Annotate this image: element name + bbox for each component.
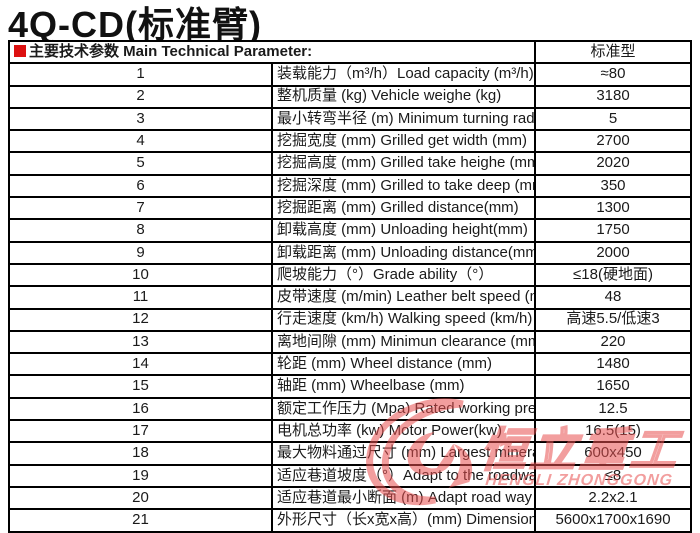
row-parameter: 卸载距离 (mm) Unloading distance(mm) [271, 240, 536, 265]
row-value: 3180 [534, 84, 692, 109]
table-row: 14 轮距 (mm) Wheel distance (mm) 1480 [8, 352, 692, 377]
row-value: 48 [534, 285, 692, 310]
table-header-row: 主要技术参数 Main Technical Parameter: 标准型 [8, 39, 692, 65]
red-square-bullet-icon [14, 44, 26, 57]
page-title: 4Q-CD(标准臂) [8, 4, 262, 45]
row-value: 1750 [534, 218, 692, 243]
row-parameter: 挖掘宽度 (mm) Grilled get width (mm) [271, 129, 536, 154]
table-row: 17 电机总功率 (kw) Motor Power(kw) 16.5(15) [8, 419, 692, 444]
row-number: 20 [8, 485, 273, 511]
row-number: 17 [8, 419, 273, 444]
row-parameter: 挖掘高度 (mm) Grilled take heighe (mm) [271, 151, 536, 176]
row-parameter: 卸载高度 (mm) Unloading height(mm) [271, 218, 536, 243]
row-value: 2000 [534, 240, 692, 265]
row-parameter: 最小转弯半径 (m) Minimum turning radius (m) [271, 106, 536, 132]
row-number: 16 [8, 396, 273, 422]
table-row: 2 整机质量 (kg) Vehicle weighe (kg) 3180 [8, 84, 692, 109]
table-row: 21 外形尺寸（长x宽x高）(mm) Dimension(Length*Widt… [8, 508, 692, 533]
row-number: 21 [8, 508, 273, 533]
row-parameter: 离地间隙 (mm) Minimun clearance (mm) [271, 329, 536, 355]
row-number: 4 [8, 129, 273, 154]
table-row: 6 挖掘深度 (mm) Grilled to take deep (mm) 35… [8, 173, 692, 199]
row-value: 600x450 [534, 441, 692, 466]
row-value: 2700 [534, 129, 692, 154]
row-number: 12 [8, 307, 273, 332]
table-row: 8 卸载高度 (mm) Unloading height(mm) 1750 [8, 218, 692, 243]
row-value: 1300 [534, 196, 692, 221]
table-row: 1 装载能力（m³/h）Load capacity (m³/h) ≈80 [8, 62, 692, 87]
row-parameter: 皮带速度 (m/min) Leather belt speed (m/min) [271, 285, 536, 310]
row-value: ≤18(硬地面) [534, 262, 692, 288]
row-parameter: 外形尺寸（长x宽x高）(mm) Dimension(Length*Width*H… [271, 508, 536, 533]
row-number: 19 [8, 463, 273, 488]
row-parameter: 电机总功率 (kw) Motor Power(kw) [271, 419, 536, 444]
row-number: 18 [8, 441, 273, 466]
row-parameter: 最大物料通过尺寸 (mm) Largest mineral aggregate … [271, 441, 536, 466]
row-parameter: 轴距 (mm) Wheelbase (mm) [271, 374, 536, 399]
table-row: 3 最小转弯半径 (m) Minimum turning radius (m) … [8, 106, 692, 132]
row-value: 1650 [534, 374, 692, 399]
row-parameter: 装载能力（m³/h）Load capacity (m³/h) [271, 62, 536, 87]
table-row: 10 爬坡能力（°）Grade ability（°） ≤18(硬地面) [8, 262, 692, 288]
row-number: 8 [8, 218, 273, 243]
row-number: 10 [8, 262, 273, 288]
table-header-value-col: 标准型 [534, 39, 692, 65]
row-value: 2.2x2.1 [534, 485, 692, 511]
table-row: 20 适应巷道最小断面 (m) Adapt road way lift of s… [8, 485, 692, 511]
table-row: 16 额定工作压力 (Mpa) Rated working pressure (… [8, 396, 692, 422]
row-parameter: 行走速度 (km/h) Walking speed (km/h) [271, 307, 536, 332]
row-value: 12.5 [534, 396, 692, 422]
row-parameter: 适应巷道最小断面 (m) Adapt road way lift of sect… [271, 485, 536, 511]
row-value: 5600x1700x1690 [534, 508, 692, 533]
table-row: 4 挖掘宽度 (mm) Grilled get width (mm) 2700 [8, 129, 692, 154]
row-value: ≤8 [534, 463, 692, 488]
row-number: 5 [8, 151, 273, 176]
row-value: 5 [534, 106, 692, 132]
table-row: 18 最大物料通过尺寸 (mm) Largest mineral aggrega… [8, 441, 692, 466]
row-value: 2020 [534, 151, 692, 176]
table-row: 15 轴距 (mm) Wheelbase (mm) 1650 [8, 374, 692, 399]
table-row: 11 皮带速度 (m/min) Leather belt speed (m/mi… [8, 285, 692, 310]
row-value: 16.5(15) [534, 419, 692, 444]
table-row: 5 挖掘高度 (mm) Grilled take heighe (mm) 202… [8, 151, 692, 176]
table-row: 13 离地间隙 (mm) Minimun clearance (mm) 220 [8, 329, 692, 355]
row-parameter: 爬坡能力（°）Grade ability（°） [271, 262, 536, 288]
table-row: 12 行走速度 (km/h) Walking speed (km/h) 高速5.… [8, 307, 692, 332]
table-header-label: 主要技术参数 Main Technical Parameter: [8, 39, 536, 65]
row-number: 7 [8, 196, 273, 221]
row-parameter: 挖掘距离 (mm) Grilled distance(mm) [271, 196, 536, 221]
row-number: 9 [8, 240, 273, 265]
row-value: ≈80 [534, 62, 692, 87]
spec-table: 主要技术参数 Main Technical Parameter: 标准型 1 装… [8, 39, 692, 533]
row-value: 350 [534, 173, 692, 199]
table-body: 1 装载能力（m³/h）Load capacity (m³/h) ≈80 2 整… [8, 62, 692, 533]
row-parameter: 轮距 (mm) Wheel distance (mm) [271, 352, 536, 377]
row-value: 220 [534, 329, 692, 355]
table-row: 7 挖掘距离 (mm) Grilled distance(mm) 1300 [8, 196, 692, 221]
table-row: 9 卸载距离 (mm) Unloading distance(mm) 2000 [8, 240, 692, 265]
row-number: 3 [8, 106, 273, 132]
row-number: 2 [8, 84, 273, 109]
row-number: 14 [8, 352, 273, 377]
table-header-text: 主要技术参数 Main Technical Parameter: [29, 42, 313, 60]
row-parameter: 挖掘深度 (mm) Grilled to take deep (mm) [271, 173, 536, 199]
row-number: 13 [8, 329, 273, 355]
row-number: 6 [8, 173, 273, 199]
row-parameter: 整机质量 (kg) Vehicle weighe (kg) [271, 84, 536, 109]
row-value: 高速5.5/低速3 [534, 307, 692, 332]
row-number: 1 [8, 62, 273, 87]
row-number: 15 [8, 374, 273, 399]
row-parameter: 额定工作压力 (Mpa) Rated working pressure (Mpa… [271, 396, 536, 422]
row-value: 1480 [534, 352, 692, 377]
row-number: 11 [8, 285, 273, 310]
